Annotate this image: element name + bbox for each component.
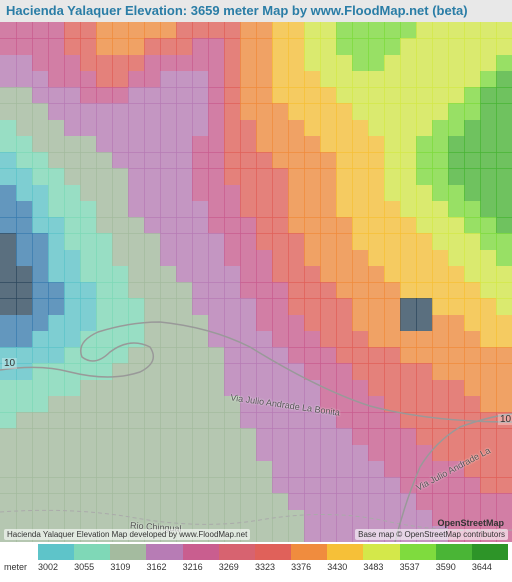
osm-logo: OpenStreetMap [437, 518, 504, 528]
legend-swatch [363, 544, 399, 560]
legend-value: 3002 [38, 562, 74, 572]
legend-labels: meter 3002305531093162321632693323337634… [4, 560, 508, 578]
legend-value: 3323 [255, 562, 291, 572]
elevation-map: Via Julio Andrade La BonitaVia Julio And… [0, 22, 512, 542]
legend-swatch [472, 544, 508, 560]
grid-marker: 10 [498, 414, 512, 425]
elevation-legend: meter 3002305531093162321632693323337634… [0, 542, 512, 582]
map-title: Hacienda Yalaquer Elevation: 3659 meter … [0, 0, 512, 22]
legend-swatch [327, 544, 363, 560]
legend-unit: meter [4, 562, 38, 572]
legend-swatch [291, 544, 327, 560]
legend-swatches [4, 544, 508, 560]
legend-value: 3430 [327, 562, 363, 572]
legend-value: 3216 [183, 562, 219, 572]
attribution-right: Base map © OpenStreetMap contributors [355, 529, 508, 540]
legend-value: 3269 [219, 562, 255, 572]
legend-swatch [146, 544, 182, 560]
legend-swatch [255, 544, 291, 560]
legend-value: 3376 [291, 562, 327, 572]
legend-value: 3483 [363, 562, 399, 572]
legend-value: 3644 [472, 562, 508, 572]
legend-swatch [436, 544, 472, 560]
legend-swatch [183, 544, 219, 560]
attribution-left: Hacienda Yalaquer Elevation Map develope… [4, 529, 250, 540]
legend-value: 3590 [436, 562, 472, 572]
legend-value: 3537 [400, 562, 436, 572]
legend-swatch [219, 544, 255, 560]
legend-swatch [110, 544, 146, 560]
legend-value: 3055 [74, 562, 110, 572]
grid-marker: 10 [2, 358, 17, 369]
legend-swatch [74, 544, 110, 560]
legend-value: 3109 [110, 562, 146, 572]
legend-value: 3162 [146, 562, 182, 572]
legend-swatch [38, 544, 74, 560]
legend-swatch [400, 544, 436, 560]
elevation-raster [0, 22, 512, 542]
